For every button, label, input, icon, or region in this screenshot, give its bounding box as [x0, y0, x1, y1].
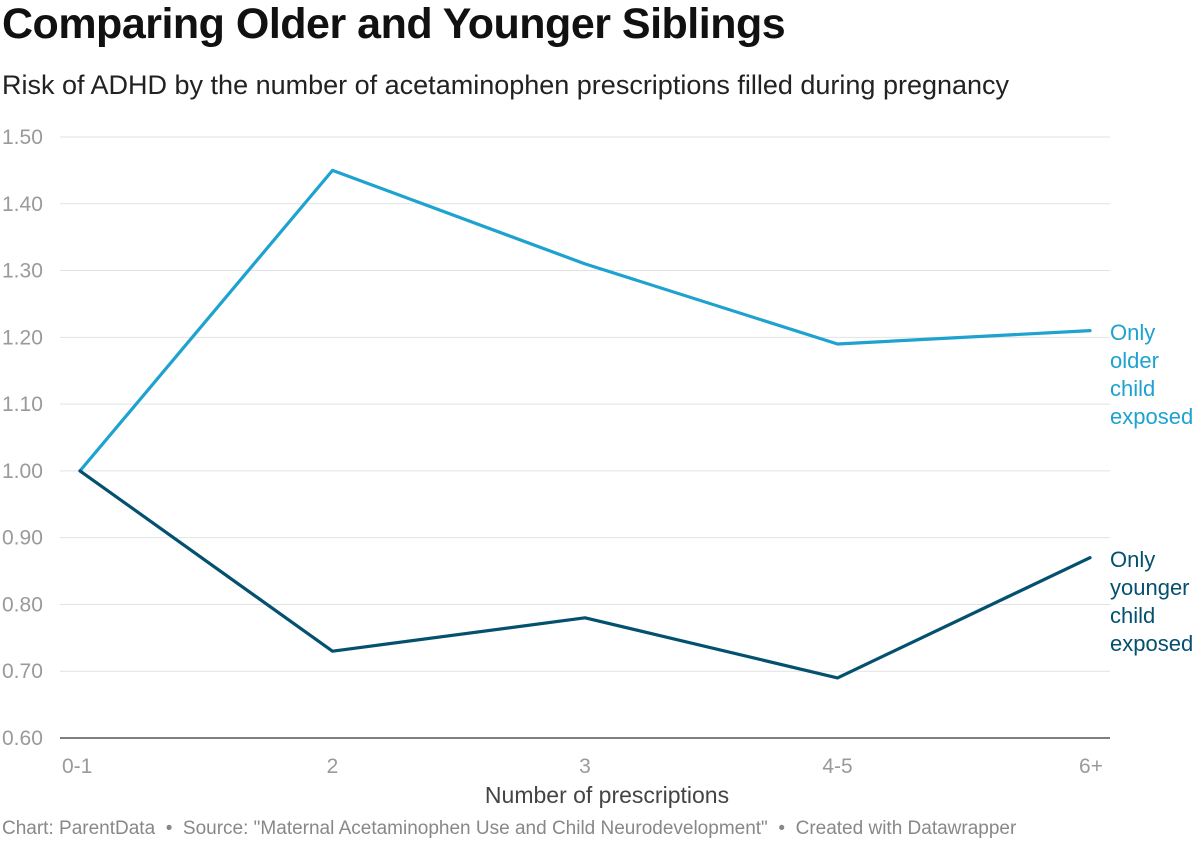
- y-tick-label: 1.00: [2, 460, 43, 483]
- x-tick-label: 3: [579, 755, 591, 778]
- x-tick-label: 6+: [1079, 755, 1103, 778]
- chart-subtitle: Risk of ADHD by the number of acetaminop…: [2, 70, 1010, 100]
- y-tick-label: 1.10: [2, 393, 43, 416]
- y-tick-label: 1.20: [2, 326, 43, 349]
- y-tick-label: 0.60: [2, 727, 43, 750]
- footer-source: Source: "Maternal Acetaminophen Use and …: [182, 818, 774, 839]
- chart-title: Comparing Older and Younger Siblings: [2, 0, 786, 48]
- series-label: Only older child exposed: [1110, 320, 1193, 429]
- footer-separator: •: [778, 818, 791, 839]
- footer-created-with: Created with Datawrapper: [795, 818, 1017, 839]
- x-axis-title: Number of prescriptions: [485, 782, 729, 808]
- y-tick-label: 1.40: [2, 193, 43, 216]
- y-tick-label: 1.50: [2, 126, 43, 149]
- chart-footer: Chart: ParentData • Source: "Maternal Ac…: [2, 818, 1016, 840]
- y-tick-label: 0.90: [2, 527, 43, 550]
- series-label: Only younger child exposed: [1110, 547, 1193, 656]
- x-tick-label: 2: [327, 755, 339, 778]
- y-tick-label: 0.70: [2, 660, 43, 683]
- series-lines: [78, 168, 1092, 680]
- x-tick-label: 0-1: [62, 755, 92, 778]
- series-line: [78, 168, 1092, 473]
- y-tick-label: 0.80: [2, 593, 43, 616]
- x-tick-label: 4-5: [822, 755, 852, 778]
- footer-separator: •: [165, 818, 178, 839]
- series-labels: Only older child exposed Only younger child exp…: [1110, 320, 1193, 656]
- x-axis-ticks: 0-1 2 3 4-5 6+: [62, 755, 1103, 778]
- series-line: [78, 469, 1092, 680]
- y-tick-label: 1.30: [2, 260, 43, 283]
- gridlines: [60, 136, 1110, 739]
- footer-chart-credit: Chart: ParentData: [2, 818, 161, 839]
- y-axis-ticks: 0.60 0.70 0.80 0.90 1.00 1.10 1.20 1.30 1.40 1.50: [2, 126, 43, 750]
